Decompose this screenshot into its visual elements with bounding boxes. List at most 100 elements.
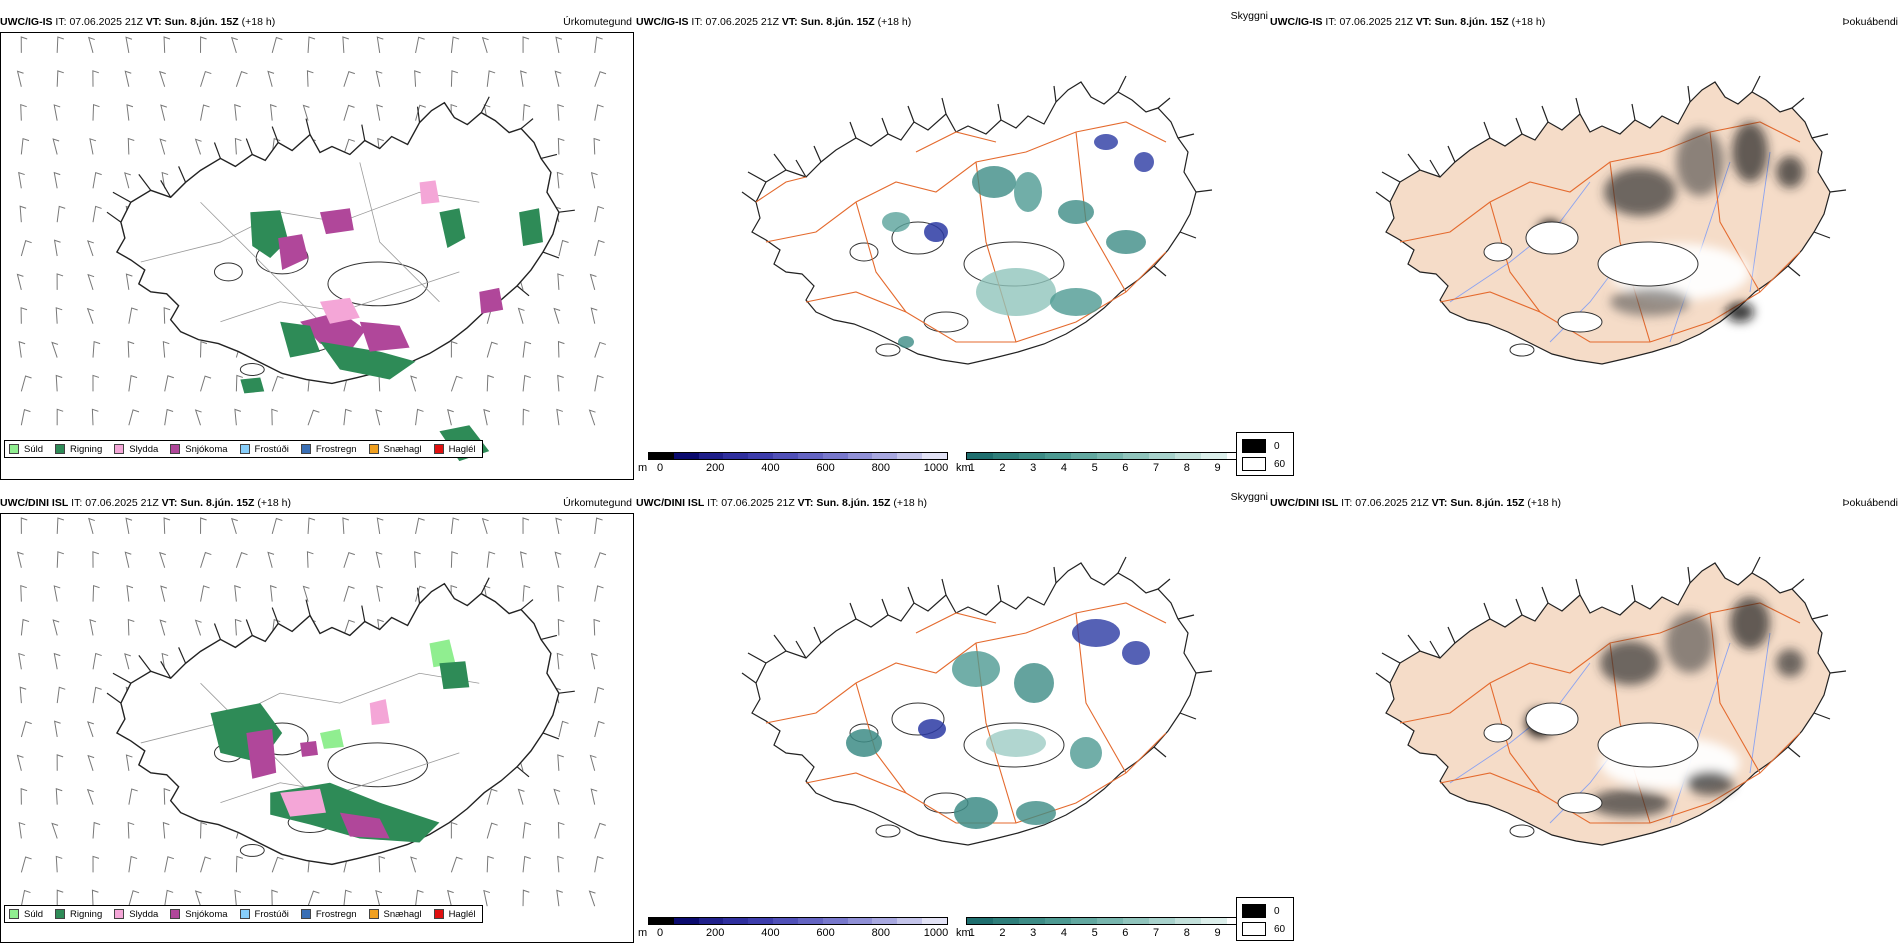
wind-barb	[557, 618, 565, 636]
wind-barb	[92, 855, 100, 873]
wind-barb	[302, 104, 310, 121]
wind-barb	[163, 517, 171, 534]
wind-barb	[56, 205, 66, 223]
wind-barb	[20, 137, 30, 155]
wind-barb	[16, 551, 24, 568]
panel-title: Þokuábendi	[1842, 497, 1898, 509]
wind-barb	[378, 855, 386, 873]
visibility-blobs	[846, 619, 1150, 829]
wind-barb	[92, 374, 100, 392]
lead-time: (+18 h)	[893, 497, 927, 509]
panel-header: UWC/IG-IS IT: 07.06.2025 21Z VT: Sun. 8.…	[0, 16, 634, 32]
wind-barb	[194, 409, 202, 426]
wind-barb	[307, 890, 320, 907]
wind-barb	[234, 104, 241, 121]
legend-swatch	[55, 444, 66, 454]
legend-label: Frostúði	[254, 443, 289, 455]
fog-panel-row2: UWC/DINI ISL IT: 07.06.2025 21Z VT: Sun.…	[1236, 497, 1900, 945]
wind-barb	[486, 374, 494, 392]
wind-barb	[517, 307, 525, 324]
wind-barb	[376, 585, 383, 602]
wind-barb	[200, 375, 212, 392]
wind-barb	[594, 585, 604, 602]
tick-label: 8	[1183, 462, 1190, 474]
wind-barb	[92, 104, 100, 121]
wind-barb	[557, 754, 564, 771]
wind-barb	[481, 517, 489, 535]
wind-barb	[160, 585, 168, 602]
wind-barb	[522, 855, 531, 873]
wind-barb	[159, 138, 167, 155]
wind-barb	[415, 585, 426, 602]
wind-barb	[230, 36, 238, 54]
wind-barb	[124, 172, 131, 189]
wind-barb	[343, 138, 355, 155]
tick-label: 4	[1060, 462, 1067, 474]
visibility-map	[741, 556, 1213, 846]
model-name: UWC/DINI ISL	[1270, 497, 1339, 509]
wind-barb	[20, 788, 28, 805]
precip-legend-item: Slydda	[114, 909, 158, 920]
wind-barb	[447, 408, 454, 426]
wind-barb	[593, 137, 601, 155]
wind-barb	[235, 71, 248, 87]
tick-label: 3	[1030, 927, 1037, 939]
wind-barb	[307, 517, 316, 534]
precip-legend-item: Snjókoma	[170, 909, 228, 920]
fog-map	[1375, 556, 1847, 846]
wind-barb	[200, 104, 210, 121]
tick-label: 600	[816, 927, 835, 939]
wind-barb	[158, 70, 166, 87]
it-value: 07.06.2025 21Z	[85, 497, 159, 509]
wind-barb	[555, 36, 563, 54]
wind-barb	[271, 856, 284, 873]
wind-barb	[16, 273, 24, 290]
wind-barb	[588, 890, 596, 907]
visibility-map	[741, 75, 1213, 365]
wind-barb	[556, 889, 563, 907]
wind-barb	[486, 70, 496, 87]
panel-header: UWC/DINI ISL IT: 07.06.2025 21Z VT: Sun.…	[636, 491, 1270, 513]
wind-barb	[55, 855, 63, 873]
vt-value: Sun. 8.jún. 15Z	[1434, 16, 1509, 28]
legend-swatch	[170, 909, 181, 919]
lead-time: (+18 h)	[257, 497, 291, 509]
wind-barb	[234, 137, 242, 155]
wind-barb	[52, 138, 60, 155]
tick-label: 1000	[923, 462, 949, 474]
tick-label: 6	[1122, 462, 1129, 474]
wind-barb	[450, 36, 460, 53]
legend-swatch	[9, 909, 19, 919]
panel-header: UWC/DINI ISL IT: 07.06.2025 21Z VT: Sun.…	[0, 497, 634, 513]
wind-barb	[590, 788, 598, 805]
legend-swatch	[239, 909, 250, 919]
wind-barb	[556, 652, 564, 670]
precip-legend-item: Haglél	[433, 909, 476, 920]
elevation-legend: m 0 200 400 600 800 1000	[638, 452, 949, 482]
wind-barb	[269, 104, 277, 121]
elevation-legend: m 0 200 400 600 800 1000	[638, 917, 948, 947]
legend-label: Slydda	[129, 908, 159, 920]
wind-barb	[53, 171, 61, 189]
precip-legend-item: Rigning	[55, 444, 102, 455]
wind-barb	[234, 408, 242, 426]
wind-barb	[91, 889, 99, 907]
visibility-panel-row2: UWC/DINI ISL IT: 07.06.2025 21Z VT: Sun.…	[636, 491, 1270, 947]
wind-barb	[56, 754, 64, 771]
precip-legend-item: Snjókoma	[170, 444, 228, 455]
wind-barb	[20, 240, 32, 257]
legend-label: Haglél	[448, 443, 476, 455]
it-label: IT:	[1325, 16, 1337, 28]
wind-barb	[557, 340, 565, 358]
wind-barb	[557, 855, 564, 873]
color-bar	[966, 917, 1254, 925]
wind-barb	[127, 137, 135, 155]
panel-title: Skyggni	[1230, 491, 1268, 503]
wind-barb	[18, 171, 25, 189]
wind-barb	[200, 36, 207, 53]
wind-barb	[55, 307, 63, 324]
wind-barb	[20, 36, 28, 53]
wind-barb	[376, 36, 384, 53]
wind-barb	[20, 517, 28, 534]
tick-label: 2	[999, 462, 1006, 474]
